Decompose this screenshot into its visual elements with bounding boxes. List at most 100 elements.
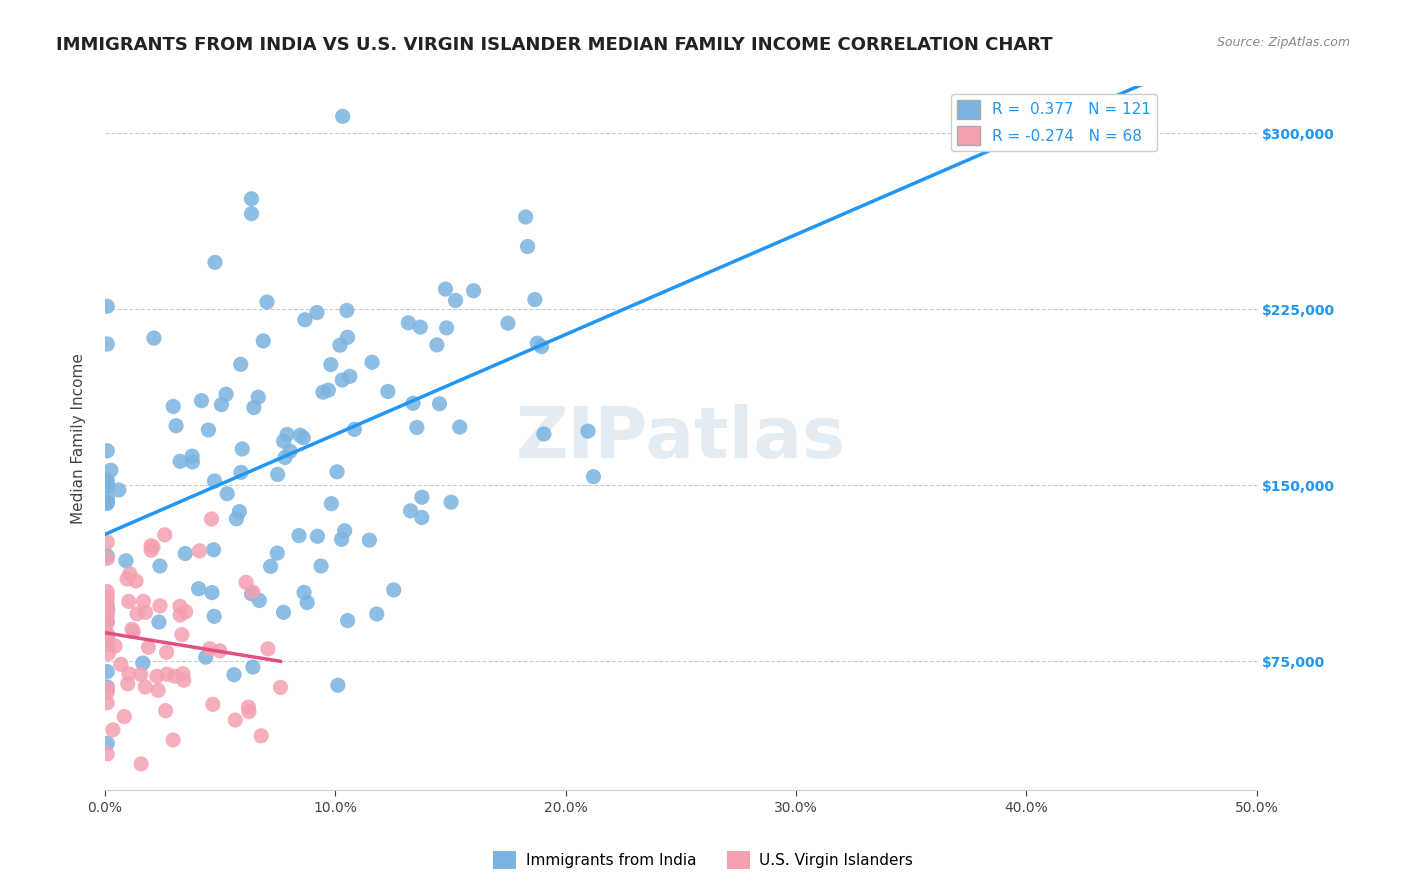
- Point: [96, 496, 118, 510]
- Point: [110, 657, 132, 672]
- Point: [243, 401, 266, 415]
- Point: [204, 255, 226, 269]
- Point: [240, 207, 263, 221]
- Point: [200, 512, 222, 526]
- Point: [125, 574, 148, 588]
- Point: [96, 681, 118, 696]
- Point: [96, 628, 118, 642]
- Point: [156, 667, 179, 681]
- Point: [675, 56, 697, 70]
- Point: [429, 397, 451, 411]
- Point: [250, 729, 273, 743]
- Point: [436, 321, 458, 335]
- Point: [332, 109, 354, 123]
- Point: [96, 637, 118, 651]
- Point: [129, 667, 152, 681]
- Point: [202, 609, 225, 624]
- Point: [343, 422, 366, 436]
- Point: [411, 510, 433, 524]
- Point: [278, 444, 301, 458]
- Point: [330, 533, 353, 547]
- Point: [96, 665, 118, 679]
- Point: [142, 540, 165, 554]
- Point: [321, 497, 343, 511]
- Point: [434, 282, 457, 296]
- Point: [288, 428, 311, 442]
- Point: [259, 559, 281, 574]
- Point: [141, 543, 163, 558]
- Point: [96, 628, 118, 642]
- Point: [204, 474, 226, 488]
- Point: [449, 420, 471, 434]
- Point: [181, 455, 204, 469]
- Point: [96, 736, 118, 750]
- Point: [153, 528, 176, 542]
- Point: [96, 632, 118, 646]
- Point: [97, 647, 120, 661]
- Point: [225, 512, 247, 526]
- Point: [155, 645, 177, 659]
- Point: [173, 673, 195, 688]
- Point: [533, 427, 555, 442]
- Point: [125, 607, 148, 621]
- Point: [197, 423, 219, 437]
- Point: [96, 604, 118, 618]
- Text: IMMIGRANTS FROM INDIA VS U.S. VIRGIN ISLANDER MEDIAN FAMILY INCOME CORRELATION C: IMMIGRANTS FROM INDIA VS U.S. VIRGIN ISL…: [56, 36, 1053, 54]
- Point: [96, 590, 118, 604]
- Legend: R =  0.377   N = 121, R = -0.274   N = 68: R = 0.377 N = 121, R = -0.274 N = 68: [950, 94, 1157, 151]
- Point: [235, 575, 257, 590]
- Point: [238, 705, 260, 719]
- Point: [576, 424, 599, 438]
- Point: [530, 339, 553, 353]
- Point: [198, 641, 221, 656]
- Point: [409, 320, 432, 334]
- Point: [96, 680, 118, 694]
- Point: [193, 56, 215, 70]
- Point: [336, 614, 359, 628]
- Point: [162, 400, 184, 414]
- Point: [309, 559, 332, 574]
- Point: [96, 473, 118, 487]
- Point: [118, 666, 141, 681]
- Point: [312, 385, 335, 400]
- Point: [112, 709, 135, 723]
- Point: [96, 628, 118, 642]
- Point: [270, 681, 292, 695]
- Point: [440, 495, 463, 509]
- Point: [96, 615, 118, 629]
- Point: [274, 450, 297, 465]
- Point: [148, 615, 170, 629]
- Point: [217, 486, 239, 500]
- Point: [169, 454, 191, 468]
- Point: [162, 733, 184, 747]
- Point: [97, 603, 120, 617]
- Point: [96, 443, 118, 458]
- Point: [215, 387, 238, 401]
- Point: [523, 293, 546, 307]
- Point: [329, 338, 352, 352]
- Point: [444, 293, 467, 308]
- Point: [256, 295, 278, 310]
- Point: [174, 605, 197, 619]
- Point: [247, 390, 270, 404]
- Point: [132, 594, 155, 608]
- Point: [326, 465, 349, 479]
- Point: [163, 669, 186, 683]
- Point: [174, 547, 197, 561]
- Point: [229, 466, 252, 480]
- Point: [305, 305, 328, 319]
- Point: [224, 713, 246, 727]
- Point: [292, 431, 315, 445]
- Point: [117, 677, 139, 691]
- Point: [319, 358, 342, 372]
- Point: [208, 644, 231, 658]
- Point: [134, 680, 156, 694]
- Point: [96, 549, 118, 563]
- Text: Source: ZipAtlas.com: Source: ZipAtlas.com: [1216, 36, 1350, 49]
- Y-axis label: Median Family Income: Median Family Income: [72, 353, 86, 524]
- Point: [96, 479, 118, 493]
- Point: [115, 554, 138, 568]
- Point: [149, 599, 172, 613]
- Point: [201, 698, 224, 712]
- Point: [138, 640, 160, 655]
